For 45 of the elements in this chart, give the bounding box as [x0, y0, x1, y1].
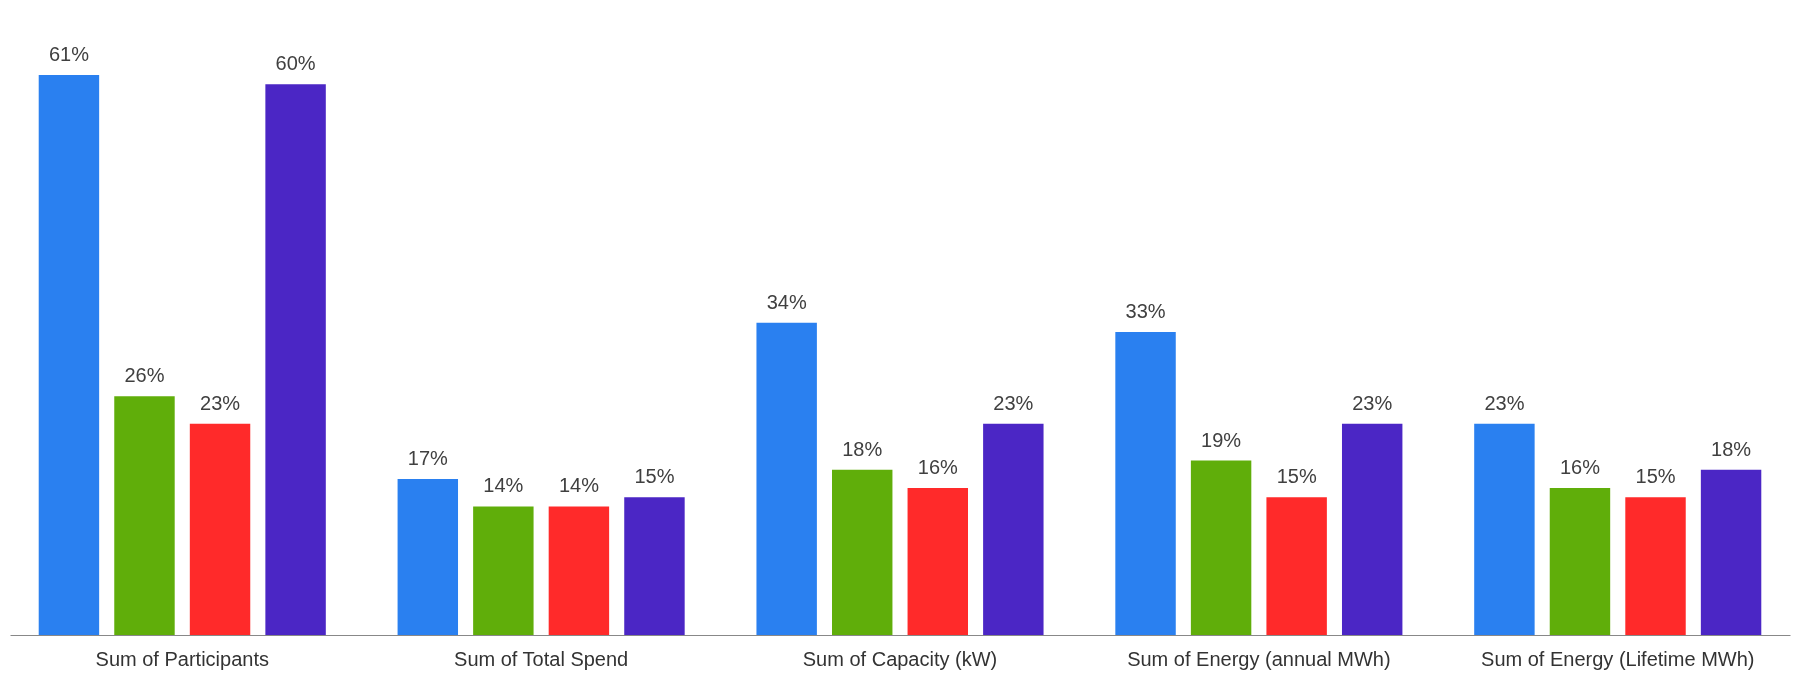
data-label: 23% — [993, 391, 1034, 414]
data-label: 18% — [1711, 437, 1752, 460]
data-label: 61% — [48, 43, 90, 65]
bar — [1341, 423, 1403, 635]
bar — [265, 84, 326, 635]
bar — [38, 75, 100, 635]
data-label: 23% — [1484, 391, 1525, 414]
x-tick-label: Sum of Capacity (kW) — [802, 647, 998, 670]
bar — [189, 423, 251, 635]
bar — [548, 506, 610, 635]
bar — [1190, 460, 1252, 635]
bar — [907, 488, 968, 635]
bar — [1115, 332, 1176, 635]
data-label: 18% — [842, 437, 883, 460]
data-label: 15% — [1276, 465, 1317, 488]
x-tick-label: Sum of Energy (annual MWh) — [1127, 647, 1391, 670]
bar — [1625, 497, 1686, 635]
data-label: 26% — [124, 364, 165, 387]
bar — [1266, 497, 1327, 635]
bar — [756, 322, 817, 635]
data-label: 60% — [275, 52, 316, 75]
bar — [1549, 488, 1611, 635]
data-label: 16% — [917, 456, 959, 479]
bar — [983, 423, 1044, 635]
data-label: 17% — [407, 446, 449, 469]
bar — [114, 396, 175, 635]
data-label: 19% — [1201, 428, 1242, 451]
bar — [1474, 423, 1535, 635]
x-tick-label: Sum of Total Spend — [454, 647, 629, 670]
x-tick-label: Sum of Energy (Lifetime MWh) — [1481, 647, 1755, 670]
data-label: 14% — [558, 474, 600, 497]
bar — [397, 478, 459, 635]
data-label: 14% — [483, 474, 524, 497]
data-label: 23% — [1352, 391, 1393, 414]
data-label: 15% — [1635, 465, 1676, 488]
data-label: 23% — [200, 391, 241, 414]
bar — [473, 506, 534, 635]
data-label: 15% — [634, 465, 675, 488]
bar — [624, 497, 685, 635]
data-label: 34% — [766, 290, 807, 313]
data-label: 16% — [1559, 456, 1601, 479]
data-label: 33% — [1125, 300, 1166, 323]
bar — [832, 469, 893, 635]
x-tick-label: Sum of Participants — [95, 647, 269, 670]
bar — [1700, 469, 1762, 635]
